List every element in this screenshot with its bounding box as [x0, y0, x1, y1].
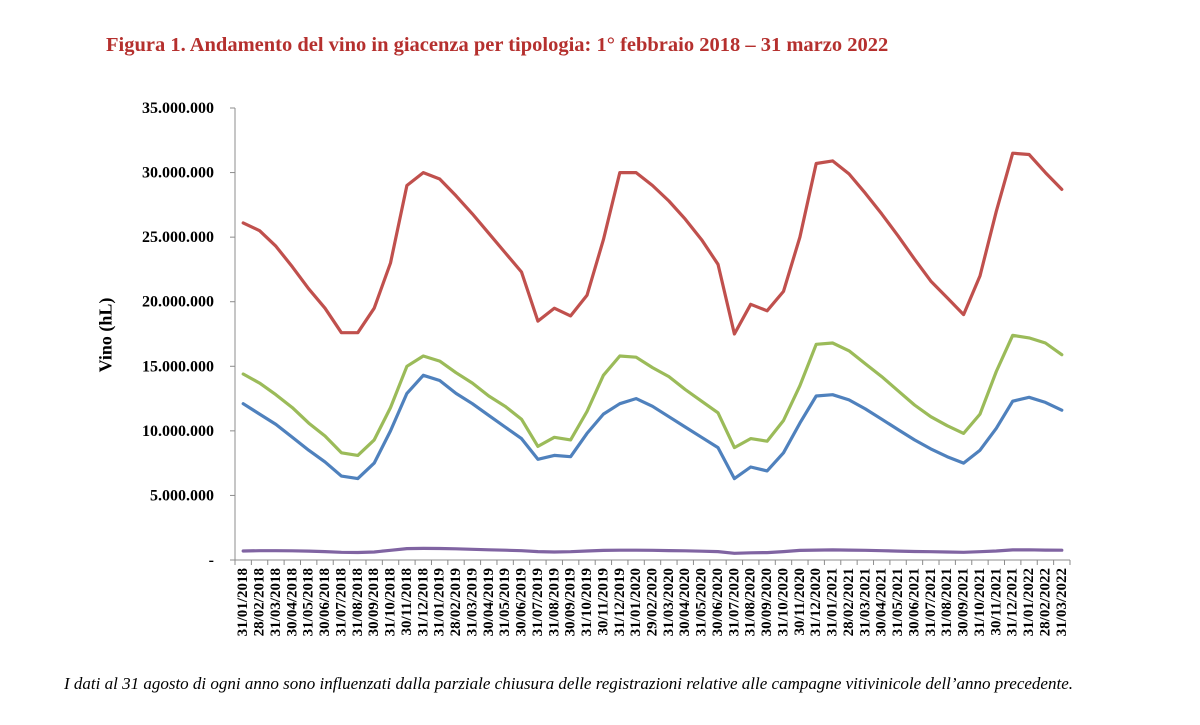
- x-tick-label: 31/07/2020: [726, 568, 742, 636]
- x-tick-label: 31/12/2021: [1005, 568, 1021, 636]
- x-tick-label: 31/05/2020: [694, 568, 710, 636]
- x-tick-label: 31/01/2022: [1021, 568, 1037, 636]
- x-tick-label: 30/04/2021: [874, 568, 890, 636]
- chart-axes: [234, 108, 1070, 561]
- x-tick-label: 31/05/2018: [301, 568, 317, 636]
- x-tick-label: 31/03/2020: [661, 568, 677, 636]
- y-tick-label: 20.000.000: [142, 294, 214, 311]
- x-tick-label: 30/09/2021: [956, 568, 972, 636]
- x-tick-label: 28/02/2018: [252, 568, 268, 636]
- x-tick-label: 30/06/2020: [710, 568, 726, 636]
- x-tick-label: 31/10/2021: [972, 568, 988, 636]
- x-tick-label: 31/12/2020: [808, 568, 824, 636]
- x-tick-label: 31/05/2019: [497, 568, 513, 636]
- x-tick-label: 31/01/2018: [235, 568, 251, 636]
- y-tick-label: 35.000.000: [142, 100, 214, 117]
- x-tick-label: 28/02/2019: [448, 568, 464, 636]
- x-tick-label: 31/03/2019: [464, 568, 480, 636]
- x-tick-label: 30/04/2018: [284, 568, 300, 636]
- series-line-2: [241, 333, 1064, 457]
- x-tick-label: 31/07/2019: [530, 568, 546, 636]
- x-tick-label: 29/02/2020: [645, 568, 661, 636]
- x-tick-label: 31/08/2019: [546, 568, 562, 636]
- x-tick-label: 30/11/2018: [399, 568, 415, 636]
- x-tick-label: 28/02/2021: [841, 568, 857, 636]
- x-tick-label: 30/09/2019: [563, 568, 579, 636]
- x-tick-label: 30/06/2021: [906, 568, 922, 636]
- y-axis-ticks: - 5.000.000 10.000.000 15.000.000 20.000.000…: [142, 100, 235, 569]
- x-tick-label: 31/03/2022: [1054, 568, 1070, 636]
- x-tick-label: 30/11/2020: [792, 568, 808, 636]
- series-line-3: [241, 373, 1064, 481]
- x-axis-ticks: 31/01/2018 28/02/2018 31/03/2018 30/04/2018…: [234, 560, 1071, 636]
- series-line-4: [241, 546, 1064, 555]
- x-tick-label: 31/01/2020: [628, 568, 644, 636]
- x-tick-label: 31/08/2020: [743, 568, 759, 636]
- x-tick-label: 31/03/2018: [268, 568, 284, 636]
- x-tick-label: 30/04/2019: [481, 568, 497, 636]
- x-tick-label: 31/01/2019: [432, 568, 448, 636]
- x-tick-label: 31/10/2018: [383, 568, 399, 636]
- y-tick-label: -: [209, 552, 214, 569]
- y-tick-label: 25.000.000: [142, 229, 214, 246]
- x-tick-label: 30/11/2021: [988, 568, 1004, 636]
- chart-series: [241, 151, 1064, 555]
- line-chart: - 5.000.000 10.000.000 15.000.000 20.000.000…: [142, 100, 1071, 636]
- chart-note: I dati al 31 agosto di ogni anno sono in…: [64, 674, 1073, 693]
- x-tick-label: 30/09/2020: [759, 568, 775, 636]
- x-tick-label: 31/01/2021: [825, 568, 841, 636]
- x-tick-label: 28/02/2022: [1037, 568, 1053, 636]
- x-tick-label: 31/07/2021: [923, 568, 939, 636]
- x-tick-label: 31/05/2021: [890, 568, 906, 636]
- y-tick-label: 30.000.000: [142, 165, 214, 182]
- x-tick-label: 30/11/2019: [595, 568, 611, 636]
- x-tick-label: 31/08/2021: [939, 568, 955, 636]
- x-tick-label: 30/06/2019: [514, 568, 530, 636]
- x-tick-label: 30/04/2020: [677, 568, 693, 636]
- x-tick-label: 31/12/2018: [415, 568, 431, 636]
- y-tick-label: 10.000.000: [142, 423, 214, 440]
- x-tick-label: 31/07/2018: [333, 568, 349, 636]
- chart-title: Figura 1. Andamento del vino in giacenza…: [106, 34, 889, 56]
- x-tick-label: 31/10/2020: [775, 568, 791, 636]
- series-line-1: [241, 151, 1064, 336]
- x-tick-label: 31/10/2019: [579, 568, 595, 636]
- x-tick-label: 31/08/2018: [350, 568, 366, 636]
- x-tick-label: 31/12/2019: [612, 568, 628, 636]
- x-tick-label: 30/09/2018: [366, 568, 382, 636]
- y-tick-label: 5.000.000: [150, 487, 214, 504]
- x-tick-label: 30/06/2018: [317, 568, 333, 636]
- x-tick-label: 31/03/2021: [857, 568, 873, 636]
- y-tick-label: 15.000.000: [142, 358, 214, 375]
